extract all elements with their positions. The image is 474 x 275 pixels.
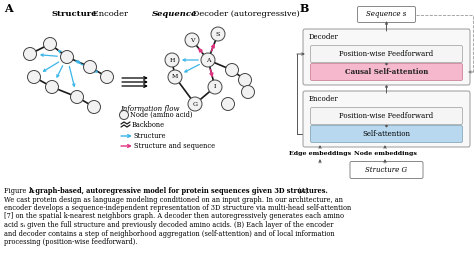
Circle shape [44, 37, 56, 51]
Circle shape [61, 51, 73, 64]
Text: Position-wise Feedforward: Position-wise Feedforward [339, 112, 434, 120]
Text: Self-attention: Self-attention [363, 130, 410, 138]
Text: Encoder: Encoder [90, 10, 128, 18]
Text: Information flow: Information flow [120, 105, 180, 113]
Text: H: H [169, 57, 175, 62]
Circle shape [27, 70, 40, 84]
Circle shape [185, 33, 199, 47]
FancyBboxPatch shape [303, 29, 470, 85]
Circle shape [188, 97, 202, 111]
Text: Structure and sequence: Structure and sequence [134, 142, 215, 150]
Text: We cast protein design as language modeling conditioned on an input graph. In ou: We cast protein design as language model… [4, 196, 343, 203]
Text: Figure 1:: Figure 1: [4, 187, 37, 195]
Circle shape [226, 64, 238, 76]
Text: A: A [206, 57, 210, 62]
Circle shape [201, 53, 215, 67]
Text: processing (position-wise feedforward).: processing (position-wise feedforward). [4, 238, 137, 246]
Text: Sequence: Sequence [152, 10, 197, 18]
FancyBboxPatch shape [310, 45, 463, 62]
Text: acid sᵢ given the full structure and previously decoded amino acids. (B) Each la: acid sᵢ given the full structure and pre… [4, 221, 333, 229]
Circle shape [165, 53, 179, 67]
Text: Backbone: Backbone [132, 121, 165, 129]
Text: [7] on the spatial k-nearest neighbors graph. A decoder then autoregressively ge: [7] on the spatial k-nearest neighbors g… [4, 213, 344, 221]
Text: Encoder: Encoder [309, 95, 339, 103]
Text: G: G [192, 101, 198, 106]
Text: Structure: Structure [134, 132, 166, 140]
Text: Position-wise Feedforward: Position-wise Feedforward [339, 50, 434, 58]
Text: (A): (A) [296, 187, 308, 195]
Text: encoder develops a sequence-independent representation of 3D structure via multi: encoder develops a sequence-independent … [4, 204, 351, 212]
Text: V: V [190, 37, 194, 43]
Text: Structure G: Structure G [365, 166, 408, 174]
Circle shape [46, 81, 58, 94]
Circle shape [168, 70, 182, 84]
Circle shape [100, 70, 113, 84]
FancyBboxPatch shape [357, 7, 416, 23]
Circle shape [119, 111, 128, 120]
FancyBboxPatch shape [350, 161, 423, 178]
Text: I: I [214, 84, 216, 89]
Circle shape [24, 48, 36, 60]
Text: A graph-based, autoregressive model for protein sequences given 3D structures.: A graph-based, autoregressive model for … [28, 187, 328, 195]
Circle shape [211, 27, 225, 41]
Text: Structure: Structure [52, 10, 98, 18]
Text: Sequence s: Sequence s [366, 10, 407, 18]
Circle shape [71, 90, 83, 103]
FancyBboxPatch shape [310, 64, 463, 81]
Text: and decoder contains a step of neighborhood aggregation (self-attention) and of : and decoder contains a step of neighborh… [4, 230, 335, 238]
Circle shape [221, 98, 235, 111]
Text: A: A [4, 3, 13, 14]
Text: B: B [300, 3, 310, 14]
Text: Edge embeddings: Edge embeddings [289, 150, 351, 155]
Text: Node embeddings: Node embeddings [354, 150, 417, 155]
Text: M: M [172, 75, 178, 79]
Text: Decoder (autoregressive): Decoder (autoregressive) [190, 10, 300, 18]
Text: S: S [216, 32, 220, 37]
FancyBboxPatch shape [303, 91, 470, 147]
Circle shape [241, 86, 255, 98]
Text: Decoder: Decoder [309, 33, 339, 41]
Circle shape [83, 60, 97, 73]
Text: Node (amino acid): Node (amino acid) [130, 111, 192, 119]
Text: Causal Self-attention: Causal Self-attention [345, 68, 428, 76]
Circle shape [88, 100, 100, 114]
Circle shape [208, 80, 222, 94]
FancyBboxPatch shape [310, 108, 463, 125]
FancyBboxPatch shape [310, 125, 463, 142]
Circle shape [238, 73, 252, 87]
